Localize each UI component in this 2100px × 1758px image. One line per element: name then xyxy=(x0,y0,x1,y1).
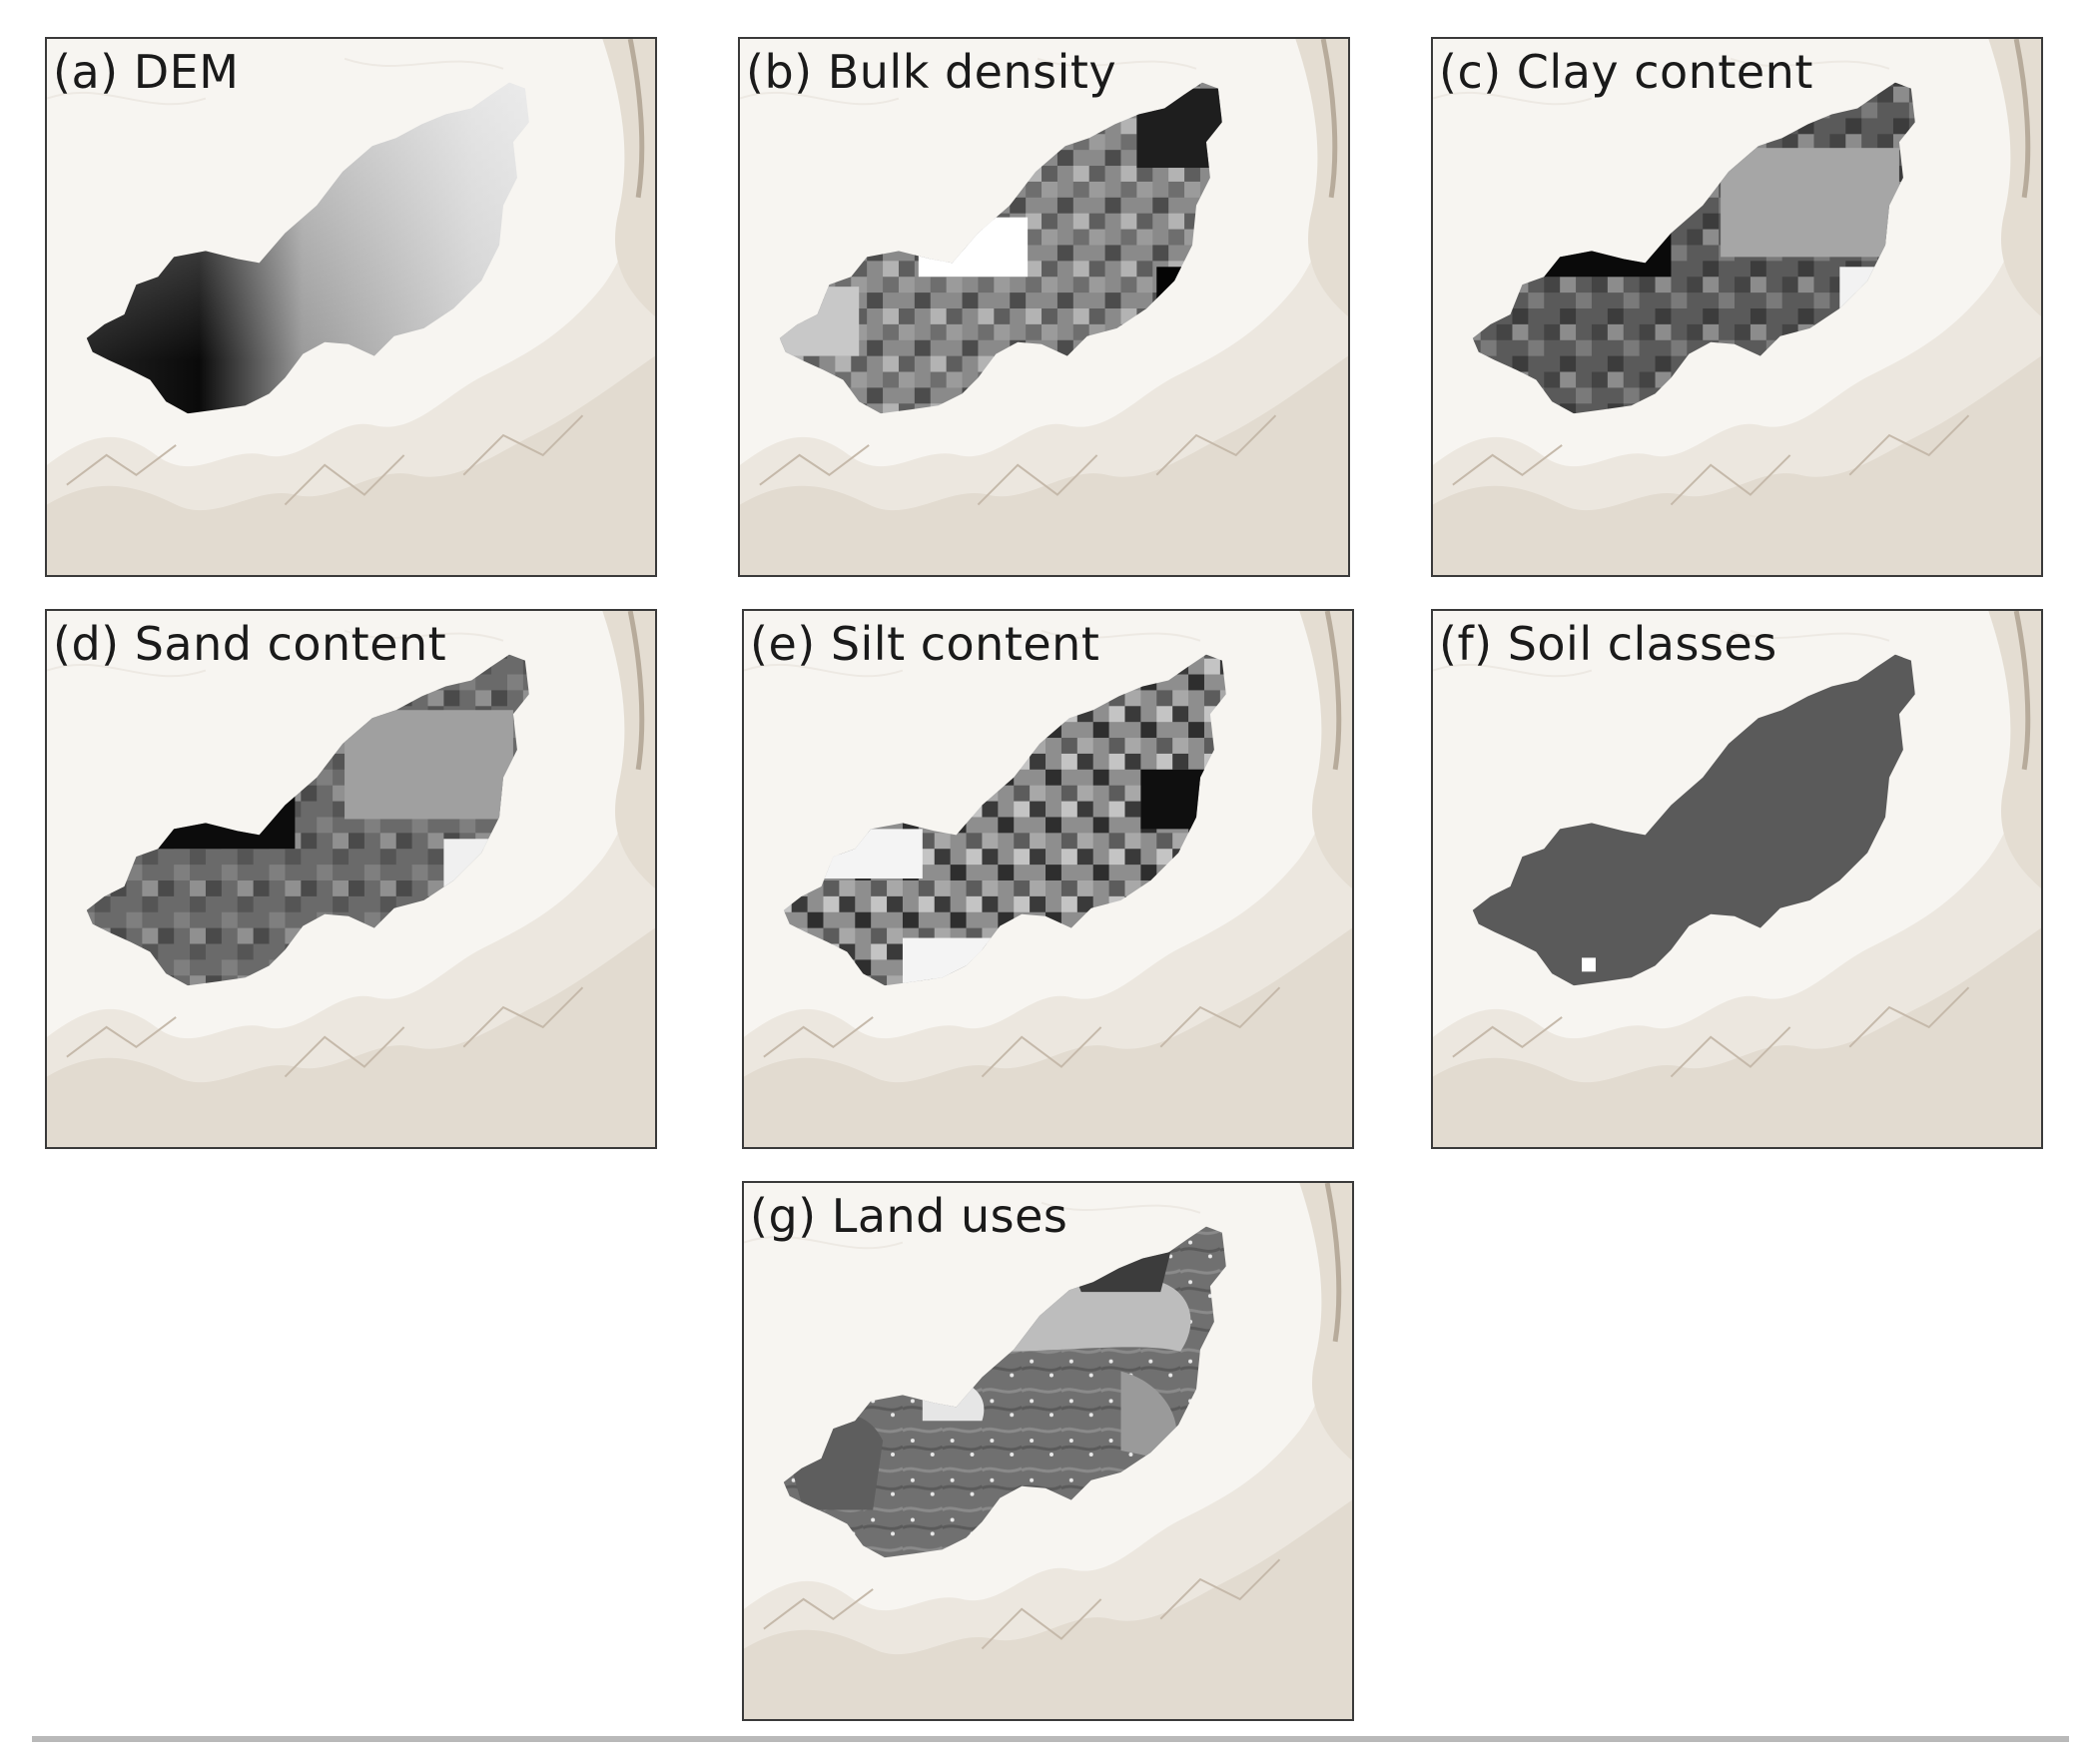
clay-content-map xyxy=(1433,39,2041,575)
panel-label: (g) Land uses xyxy=(750,1189,1068,1243)
panel-bulk-density: (b) Bulk density xyxy=(738,37,1350,577)
sand-content-map xyxy=(47,611,655,1147)
bottom-rule xyxy=(32,1736,2069,1742)
panel-sand-content: (d) Sand content xyxy=(45,609,657,1149)
panel-clay-content: (c) Clay content xyxy=(1431,37,2043,577)
panel-label: (c) Clay content xyxy=(1439,45,1813,99)
silt-content-map xyxy=(744,611,1352,1147)
panel-label: (a) DEM xyxy=(53,45,240,99)
panel-land-uses: (g) Land uses xyxy=(742,1181,1354,1721)
panel-label: (e) Silt content xyxy=(750,617,1100,671)
panel-soil-classes: (f) Soil classes xyxy=(1431,609,2043,1149)
panel-label: (f) Soil classes xyxy=(1439,617,1777,671)
panel-silt-content: (e) Silt content xyxy=(742,609,1354,1149)
panel-label: (b) Bulk density xyxy=(746,45,1117,99)
bulk-density-map xyxy=(740,39,1348,575)
panel-dem: (a) DEM xyxy=(45,37,657,577)
dem-map xyxy=(47,39,655,575)
panel-label: (d) Sand content xyxy=(53,617,447,671)
land-uses-map xyxy=(744,1183,1352,1719)
soil-classes-map xyxy=(1433,611,2041,1147)
